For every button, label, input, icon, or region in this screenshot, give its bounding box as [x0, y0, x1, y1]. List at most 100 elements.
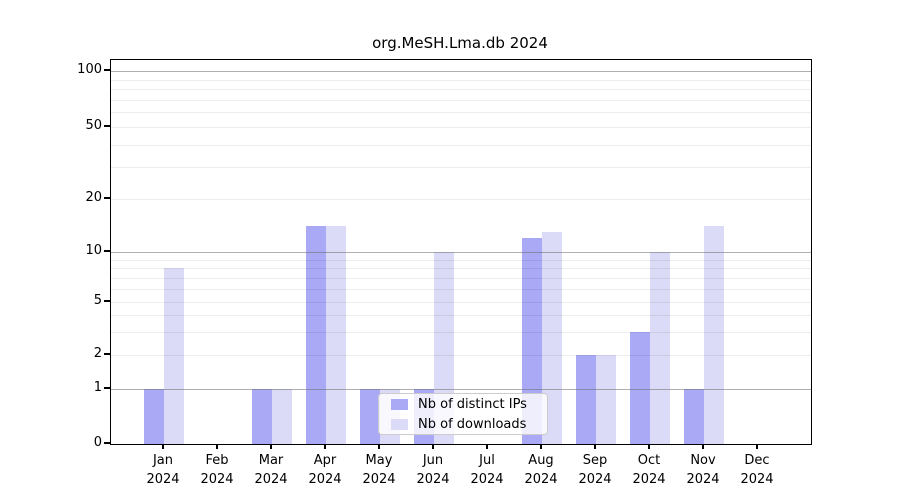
x-tick-label-jan: Jan 2024: [133, 451, 193, 489]
x-tick-year: 2024: [470, 472, 504, 487]
y-tick-label-100: 100: [77, 62, 102, 77]
bar-downloads-sep: [596, 355, 616, 444]
x-tick-label-nov: Nov 2024: [673, 451, 733, 489]
gridline-minor-30: [111, 167, 811, 169]
x-tick-month: Dec: [744, 453, 770, 468]
gridline-minor-80: [111, 89, 811, 91]
legend-item-distinct-ips: Nb of distinct IPs: [391, 397, 547, 412]
gridline-major-100: [111, 71, 811, 72]
gridline-minor-7: [111, 277, 811, 279]
y-tick-mark-20: [104, 197, 110, 199]
bar-ips-nov: [684, 389, 704, 444]
gridline-minor-60: [111, 112, 811, 114]
bar-ips-mar: [252, 389, 272, 444]
y-tick-label-20: 20: [85, 190, 102, 205]
legend-swatch-downloads: [391, 418, 408, 430]
x-tick-year: 2024: [308, 472, 342, 487]
x-tick-mark-feb: [216, 444, 218, 449]
x-tick-mark-sep: [594, 444, 596, 449]
y-tick-mark-100: [104, 69, 110, 71]
x-tick-label-aug: Aug 2024: [511, 451, 571, 489]
bar-downloads-jan: [164, 268, 184, 444]
x-tick-month: Jun: [422, 453, 444, 468]
x-tick-month: Sep: [582, 453, 608, 468]
legend-item-downloads: Nb of downloads: [391, 417, 547, 432]
x-tick-month: May: [365, 453, 393, 468]
x-tick-label-sep: Sep 2024: [565, 451, 625, 489]
x-tick-label-mar: Mar 2024: [241, 451, 301, 489]
bar-downloads-oct: [650, 252, 670, 444]
gridline-minor-6: [111, 288, 811, 290]
y-tick-label-1: 1: [93, 380, 102, 395]
x-tick-mark-nov: [702, 444, 704, 449]
x-tick-year: 2024: [740, 472, 774, 487]
gridline-minor-2: [111, 355, 811, 356]
bar-ips-sep: [576, 355, 596, 444]
x-tick-month: Feb: [205, 453, 229, 468]
plot-area: [110, 59, 812, 445]
x-tick-month: Jan: [152, 453, 174, 468]
x-tick-year: 2024: [524, 472, 558, 487]
legend-swatch-distinct-ips: [391, 398, 408, 410]
gridline-minor-9: [111, 259, 811, 261]
x-tick-month: Jul: [479, 453, 495, 468]
x-tick-mark-aug: [540, 444, 542, 449]
x-tick-year: 2024: [578, 472, 612, 487]
y-tick-mark-10: [104, 250, 110, 252]
gridline-minor-4: [111, 314, 811, 316]
x-tick-label-jun: Jun 2024: [403, 451, 463, 489]
gridline-minor-70: [111, 99, 811, 101]
x-tick-month: Oct: [637, 453, 661, 468]
x-tick-label-feb: Feb 2024: [187, 451, 247, 489]
bar-ips-aug: [522, 238, 542, 444]
chart-title: org.MeSH.Lma.db 2024: [372, 34, 548, 52]
x-tick-year: 2024: [686, 472, 720, 487]
y-tick-mark-2: [104, 353, 110, 355]
y-tick-label-50: 50: [85, 118, 102, 133]
x-tick-mark-apr: [324, 444, 326, 449]
gridline-minor-5: [111, 302, 811, 303]
gridline-minor-40: [111, 144, 811, 146]
y-tick-label-10: 10: [85, 243, 102, 258]
x-tick-year: 2024: [146, 472, 180, 487]
gridline-major-10: [111, 252, 811, 253]
x-tick-label-jul: Jul 2024: [457, 451, 517, 489]
gridline-minor-50: [111, 127, 811, 128]
x-tick-month: Nov: [690, 453, 716, 468]
gridline-minor-20: [111, 199, 811, 200]
x-tick-label-oct: Oct 2024: [619, 451, 679, 489]
x-tick-mark-jun: [432, 444, 434, 449]
bar-downloads-aug: [542, 231, 562, 444]
y-tick-label-0: 0: [93, 435, 102, 450]
y-tick-label-2: 2: [93, 346, 102, 361]
y-tick-mark-1: [104, 387, 110, 389]
gridline-minor-90: [111, 79, 811, 81]
x-tick-label-may: May 2024: [349, 451, 409, 489]
gridline-minor-3: [111, 331, 811, 333]
x-tick-mark-mar: [270, 444, 272, 449]
y-tick-mark-50: [104, 125, 110, 127]
bar-ips-jan: [144, 389, 164, 444]
x-tick-year: 2024: [632, 472, 666, 487]
bar-downloads-mar: [272, 389, 292, 444]
x-tick-month: Mar: [258, 453, 284, 468]
x-tick-year: 2024: [254, 472, 288, 487]
x-tick-mark-dec: [756, 444, 758, 449]
legend: Nb of distinct IPs Nb of downloads: [378, 393, 548, 435]
gridline-minor-8: [111, 268, 811, 270]
x-tick-mark-may: [378, 444, 380, 449]
bar-ips-oct: [630, 331, 650, 444]
gridline-major-1: [111, 389, 811, 390]
legend-label-distinct-ips: Nb of distinct IPs: [418, 396, 527, 412]
y-tick-label-5: 5: [93, 293, 102, 308]
x-tick-year: 2024: [416, 472, 450, 487]
x-tick-mark-jul: [486, 444, 488, 449]
legend-label-downloads: Nb of downloads: [418, 416, 527, 432]
x-tick-label-dec: Dec 2024: [727, 451, 787, 489]
bar-ips-may: [360, 389, 380, 444]
x-tick-mark-jan: [162, 444, 164, 449]
y-tick-mark-5: [104, 300, 110, 302]
x-tick-label-apr: Apr 2024: [295, 451, 355, 489]
x-tick-year: 2024: [362, 472, 396, 487]
